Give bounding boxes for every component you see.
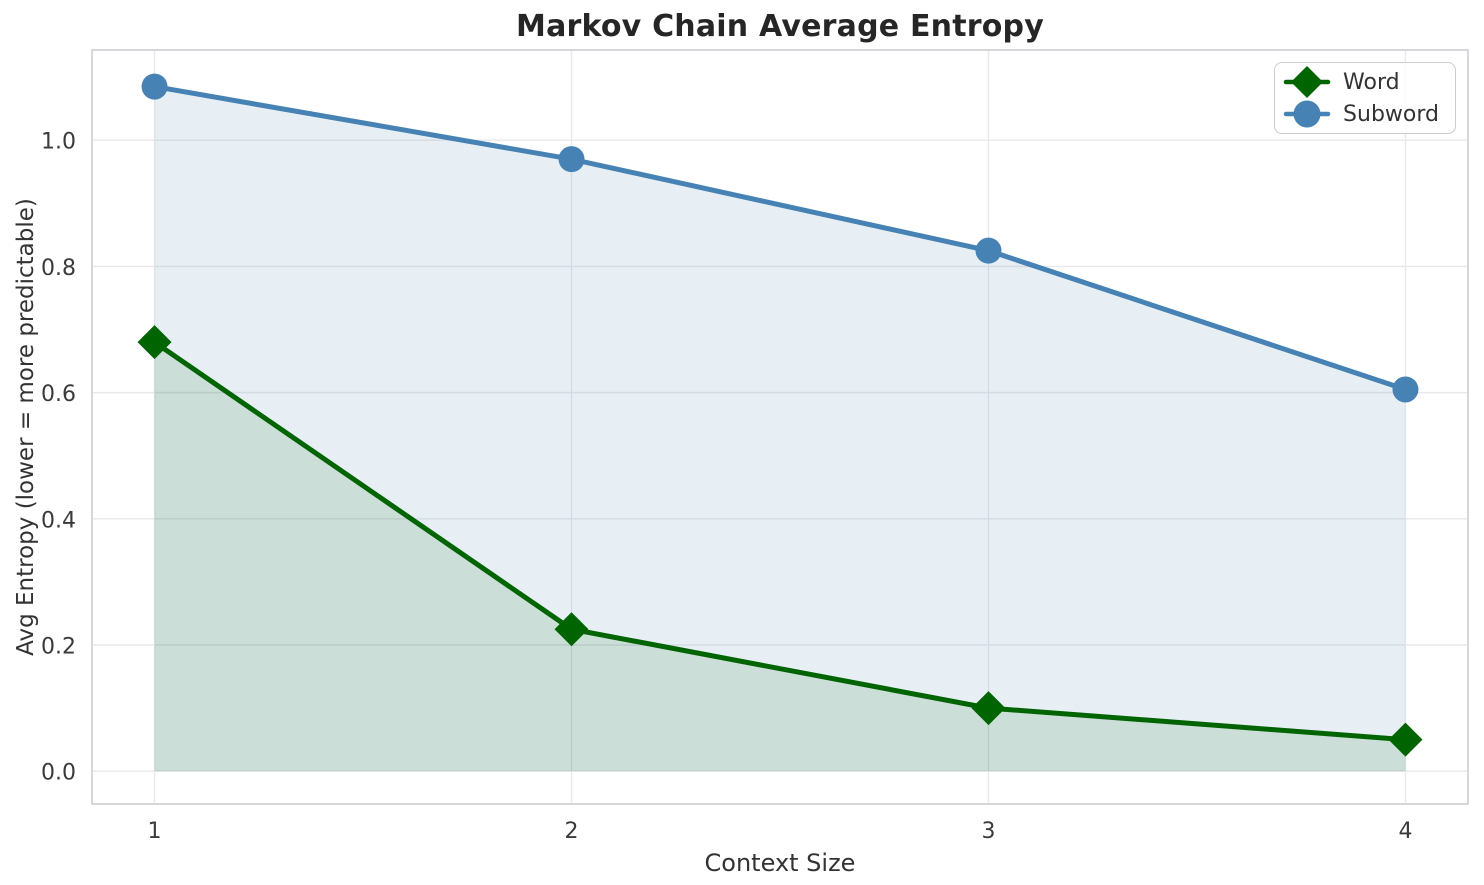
point-word-1 bbox=[137, 325, 172, 360]
word-diamond-marker-icon bbox=[1283, 66, 1331, 98]
y-tick-1.0: 1.0 bbox=[41, 130, 76, 155]
line-subword bbox=[152, 84, 1408, 392]
point-subword-2 bbox=[558, 146, 585, 173]
point-word-4 bbox=[1388, 722, 1423, 757]
legend: Word Subword bbox=[1274, 62, 1456, 134]
point-word-2 bbox=[554, 612, 589, 647]
y-tick-0.0: 0.0 bbox=[41, 761, 76, 786]
subword-circle-marker-icon bbox=[1283, 100, 1331, 128]
y-tick-0.8: 0.8 bbox=[41, 256, 76, 281]
x-axis-label: Context Size bbox=[704, 849, 856, 877]
x-tick-4: 4 bbox=[1398, 819, 1412, 844]
legend-label-word: Word bbox=[1343, 69, 1400, 95]
area-subword bbox=[154, 86, 1406, 772]
x-tick-1: 1 bbox=[148, 819, 162, 844]
axes-border bbox=[91, 49, 1469, 805]
area-word bbox=[154, 342, 1406, 772]
y-tick-0.2: 0.2 bbox=[41, 634, 76, 659]
y-tick-0.4: 0.4 bbox=[41, 508, 76, 533]
x-tick-2: 2 bbox=[565, 819, 579, 844]
point-word-3 bbox=[971, 691, 1006, 726]
line-word bbox=[152, 339, 1408, 743]
legend-label-subword: Subword bbox=[1343, 101, 1439, 127]
point-subword-3 bbox=[975, 237, 1002, 264]
chart-title: Markov Chain Average Entropy bbox=[516, 9, 1044, 44]
legend-item-word: Word bbox=[1283, 66, 1439, 98]
x-tick-3: 3 bbox=[981, 819, 995, 844]
legend-item-subword: Subword bbox=[1283, 98, 1439, 130]
y-axis-label: Avg Entropy (lower = more predictable) bbox=[13, 198, 39, 656]
y-tick-0.6: 0.6 bbox=[41, 382, 76, 407]
point-subword-4 bbox=[1392, 376, 1419, 403]
point-subword-1 bbox=[141, 73, 168, 100]
